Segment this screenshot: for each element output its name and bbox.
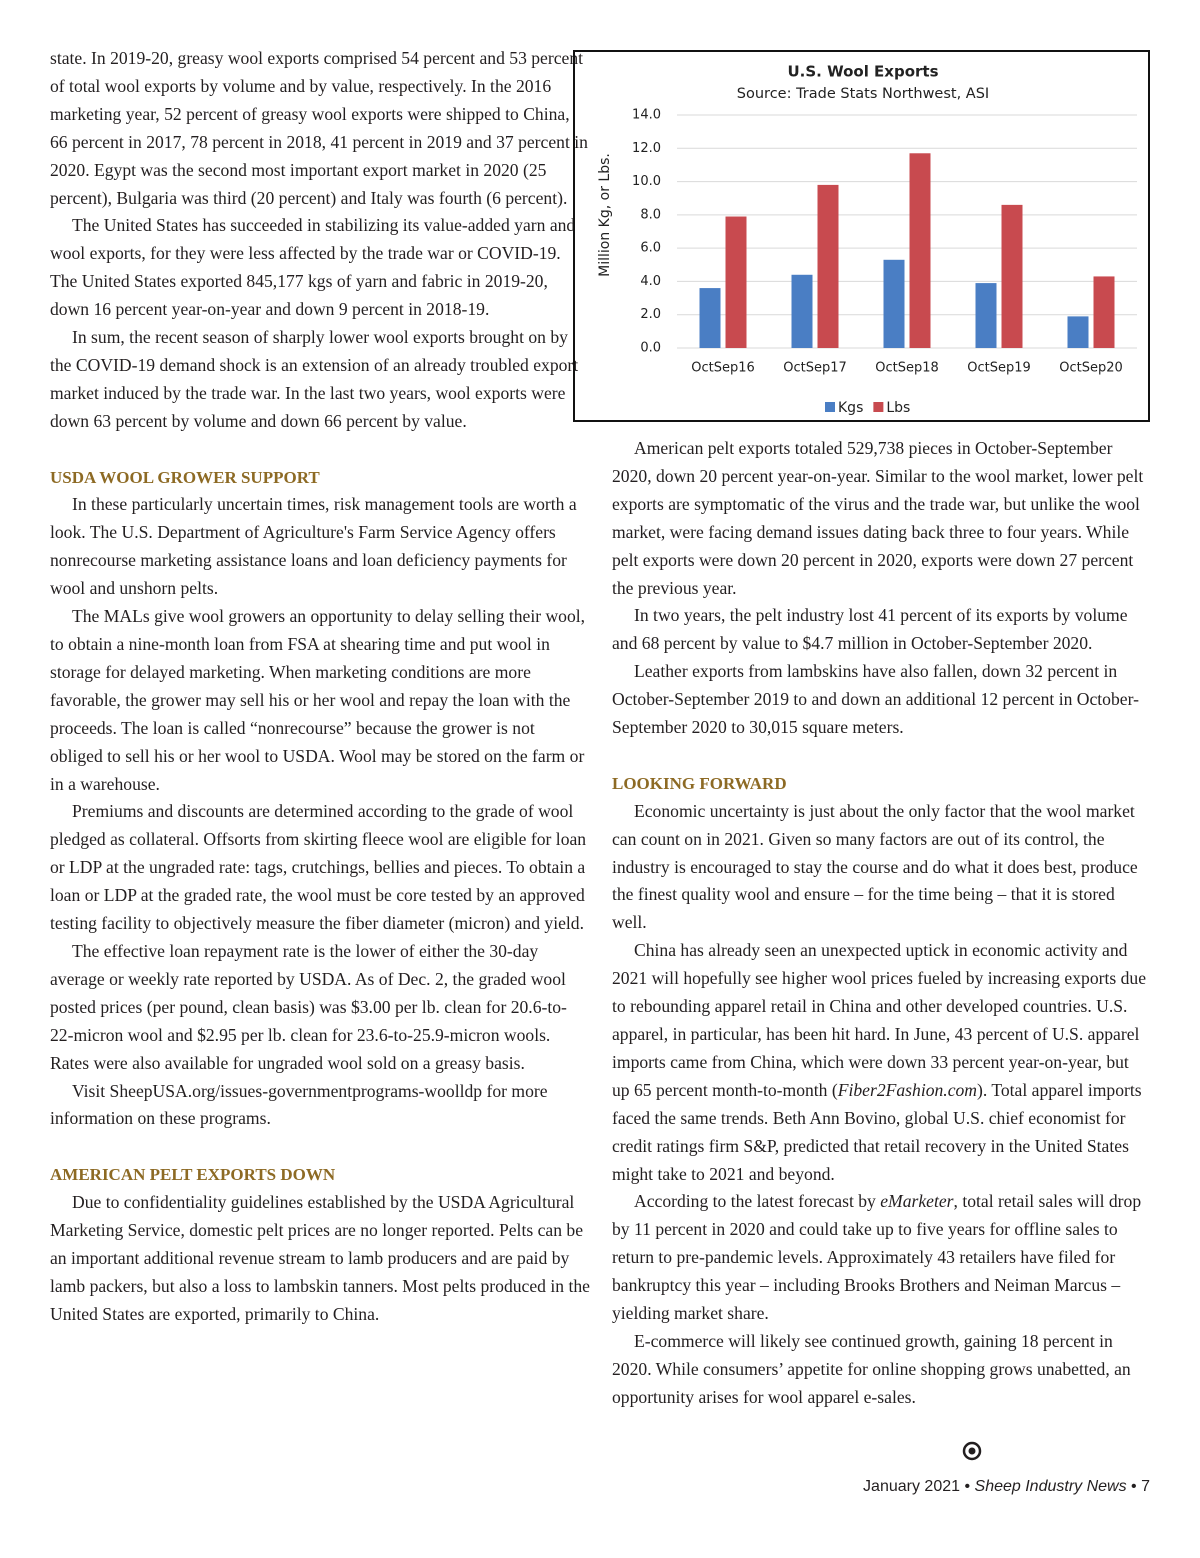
paragraph: American pelt exports totaled 529,738 pi… <box>612 438 1144 598</box>
section-heading: USDA WOOL GROWER SUPPORT <box>50 467 320 487</box>
legend-label: Lbs <box>886 400 910 416</box>
bar <box>817 184 839 348</box>
paragraph: state. In 2019-20, greasy wool exports c… <box>50 48 588 208</box>
bar <box>699 288 721 348</box>
bar <box>883 259 905 348</box>
paragraph: Premiums and discounts are determined ac… <box>50 801 587 934</box>
section-heading: LOOKING FORWARD <box>612 773 787 793</box>
bar <box>725 216 747 348</box>
bar <box>791 274 813 348</box>
paragraph: Economic uncertainty is just about the o… <box>612 800 1138 933</box>
text-run: eMarketer <box>880 1191 954 1212</box>
text-run: According to the latest forecast by <box>634 1191 881 1212</box>
x-tick-label: OctSep20 <box>1059 361 1123 376</box>
paragraph: Visit SheepUSA.org/issues-governmentprog… <box>50 1080 548 1129</box>
x-tick-label: OctSep18 <box>875 361 939 376</box>
end-mark <box>962 1441 982 1461</box>
y-tick-label: 12.0 <box>632 141 661 156</box>
paragraph: E-commerce will likely see continued gro… <box>612 1330 1131 1407</box>
paragraph: China has already seen an unexpected upt… <box>612 937 1148 1188</box>
text-run: January 2021 • <box>863 1478 971 1495</box>
y-tick-label: 14.0 <box>632 108 661 123</box>
paragraph: The effective loan repayment rate is the… <box>50 940 567 1073</box>
paragraph: According to the latest forecast by eMar… <box>612 1188 1148 1328</box>
paragraph: The United States has succeeded in stabi… <box>50 215 576 320</box>
y-tick-label: 8.0 <box>640 207 661 222</box>
paragraph: In these particularly uncertain times, r… <box>50 494 577 599</box>
text-run: China has already seen an unexpected upt… <box>612 940 1147 1100</box>
bar <box>1001 204 1023 348</box>
paragraph: In sum, the recent season of sharply low… <box>50 327 579 431</box>
x-tick-label: OctSep16 <box>691 361 755 376</box>
section-heading: AMERICAN PELT EXPORTS DOWN <box>50 1165 336 1185</box>
right-column: American pelt exports totaled 529,738 pi… <box>612 435 1148 1412</box>
y-tick-label: 2.0 <box>640 307 661 322</box>
bar <box>1067 316 1089 348</box>
text-run: , total retail sales will drop by 11 per… <box>612 1191 1142 1324</box>
bar <box>909 153 931 348</box>
y-axis-label: Million Kg, or Lbs. <box>597 153 613 277</box>
chart-subtitle: Source: Trade Stats Northwest, ASI <box>737 86 989 102</box>
bar <box>1093 276 1115 348</box>
x-tick-label: OctSep19 <box>967 361 1031 376</box>
legend-swatch <box>825 402 835 412</box>
text-run: Sheep Industry News <box>974 1478 1127 1495</box>
y-tick-label: 6.0 <box>640 241 661 256</box>
left-column: state. In 2019-20, greasy wool exports c… <box>50 45 590 1329</box>
paragraph: The MALs give wool growers an opportunit… <box>50 606 586 794</box>
legend-label: Kgs <box>838 400 863 416</box>
text-run: Fiber2Fashion.com <box>837 1079 978 1100</box>
legend-swatch <box>873 402 884 412</box>
x-tick-label: OctSep17 <box>783 361 847 376</box>
text-run: • 7 <box>1131 1478 1150 1495</box>
chart: U.S. Wool Exports Source: Trade Stats No… <box>573 50 1150 422</box>
paragraph: In two years, the pelt industry lost 41 … <box>612 605 1128 654</box>
y-tick-label: 4.0 <box>640 274 661 289</box>
paragraph: Due to confidentiality guidelines establ… <box>50 1192 590 1324</box>
paragraph: Leather exports from lambskins have also… <box>612 661 1139 738</box>
footer: January 2021 • Sheep Industry News • 7 <box>863 1478 1150 1496</box>
chart-title: U.S. Wool Exports <box>787 63 938 81</box>
y-tick-label: 10.0 <box>632 174 661 189</box>
bar <box>975 283 997 348</box>
y-tick-label: 0.0 <box>640 341 661 356</box>
text-run: ). Total apparel imports faced the same … <box>612 1079 1142 1184</box>
